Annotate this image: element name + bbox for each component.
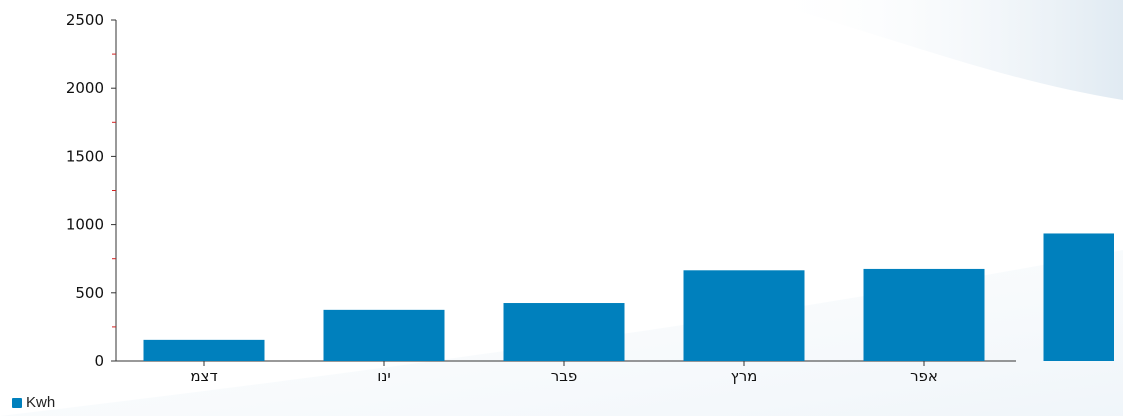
bar [1043, 233, 1114, 361]
y-tick-label: 0 [94, 352, 104, 370]
x-category-label: מרץ [731, 367, 758, 385]
legend-swatch [12, 397, 22, 408]
x-category-label: דצמ [190, 367, 217, 385]
bar [683, 270, 805, 361]
y-tick-label: 500 [75, 284, 104, 302]
bar [323, 309, 445, 361]
x-category-label: פבר [551, 367, 578, 385]
bar [863, 268, 985, 361]
bar [503, 303, 625, 361]
chart-labels: 0 500 1000 1500 2000 2500 דצמ ינו פבר מרץ אפר [66, 11, 938, 385]
chart-legend: Kwh [12, 394, 55, 411]
chart-bars [143, 233, 1114, 361]
x-category-label: אפר [910, 367, 938, 385]
bar [143, 339, 265, 361]
y-tick-label: 2500 [66, 11, 104, 29]
y-tick-label: 1500 [66, 147, 104, 165]
legend-label: Kwh [26, 394, 56, 411]
x-category-label: ינו [377, 367, 390, 385]
y-tick-label: 1000 [66, 216, 104, 234]
y-tick-label: 2000 [66, 79, 104, 97]
